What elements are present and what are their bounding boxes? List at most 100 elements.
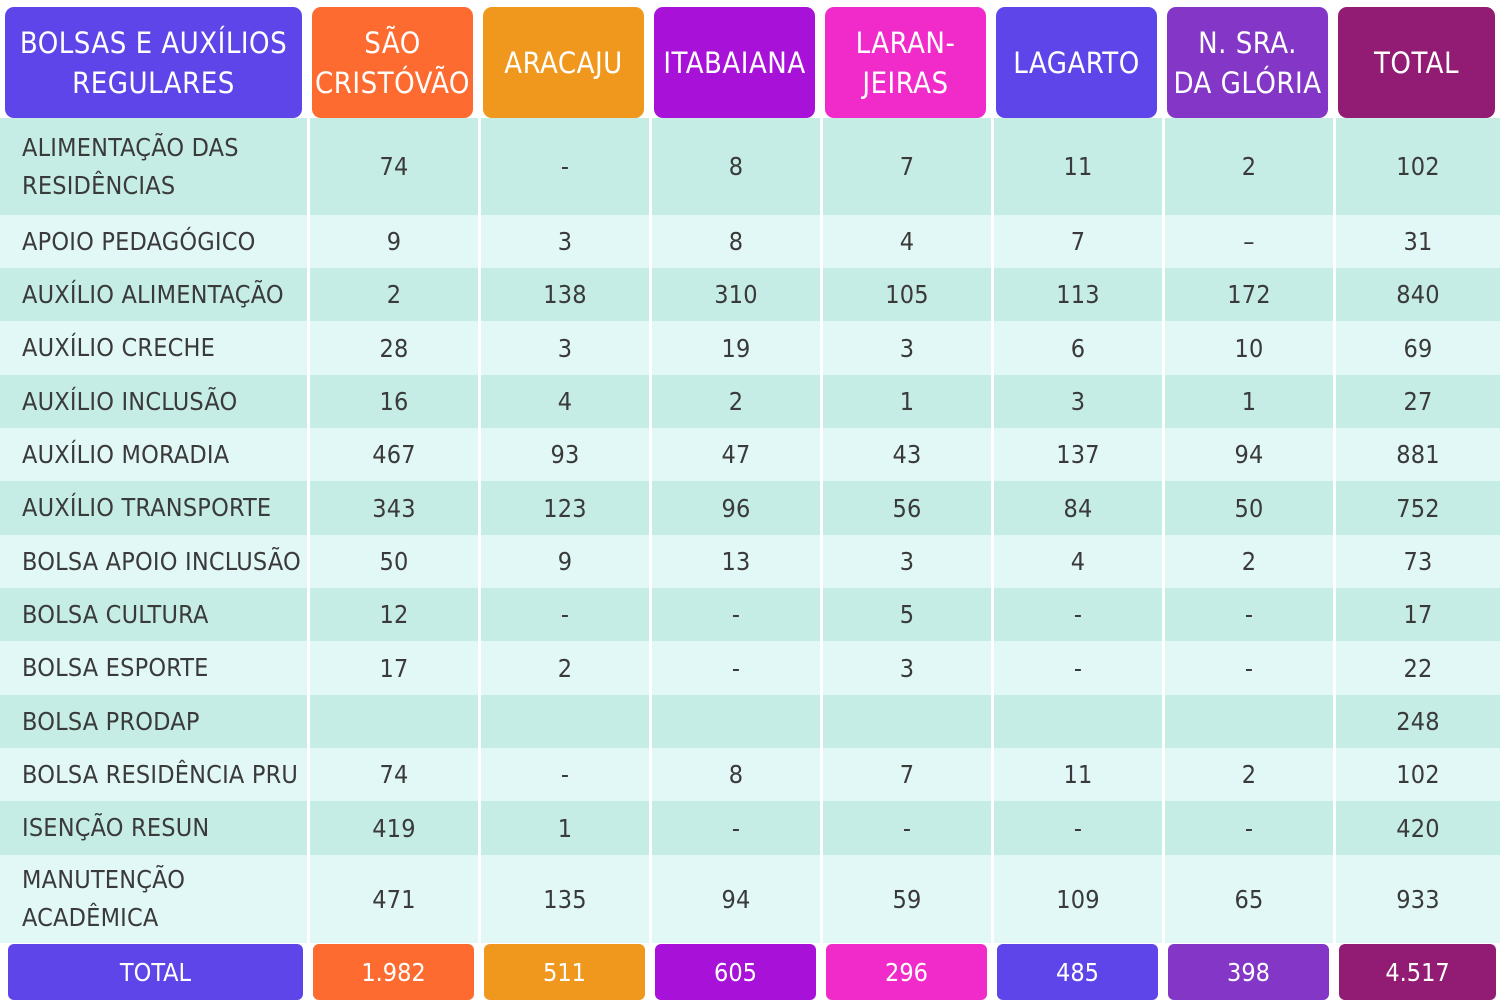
table-cell: 467 (307, 428, 478, 481)
table-cell: 7 (820, 118, 991, 215)
table-cell: 17 (307, 641, 478, 695)
table-cell: 419 (307, 801, 478, 855)
row-label: AUXÍLIO ALIMENTAÇÃO (0, 268, 307, 321)
row-label: BOLSA ESPORTE (0, 641, 307, 695)
header-cell-wrapper: LARAN- JEIRAS (820, 0, 991, 118)
table-cell: 113 (991, 268, 1162, 321)
table-cell: 343 (307, 481, 478, 535)
table-cell: 420 (1333, 801, 1500, 855)
table-cell: 28 (307, 321, 478, 375)
table-cell (307, 695, 478, 748)
table-cell: - (649, 801, 820, 855)
table-cell: - (478, 588, 649, 641)
row-label: BOLSA RESIDÊNCIA PRU (0, 748, 307, 801)
table-cell: 10 (1162, 321, 1333, 375)
header-label: BOLSAS E AUXÍLIOS REGULARES (5, 7, 302, 118)
row-label: AUXÍLIO CRECHE (0, 321, 307, 375)
table-cell: 102 (1333, 118, 1500, 215)
total-cell-wrapper: 398 (1162, 943, 1333, 1000)
table-cell: 4 (478, 375, 649, 428)
table-cell: 752 (1333, 481, 1500, 535)
table-cell: 19 (649, 321, 820, 375)
table-cell: 3 (478, 215, 649, 268)
table-cell: 5 (820, 588, 991, 641)
table-cell: 11 (991, 748, 1162, 801)
total-value: 605 (655, 944, 816, 1000)
table-cell: 4 (991, 535, 1162, 588)
header-cell-wrapper: ITABAIANA (649, 0, 820, 118)
table-cell: 22 (1333, 641, 1500, 695)
table-cell: 96 (649, 481, 820, 535)
table-cell: 11 (991, 118, 1162, 215)
table-cell: 43 (820, 428, 991, 481)
table-cell: 840 (1333, 268, 1500, 321)
table-cell: 6 (991, 321, 1162, 375)
table-cell: 8 (649, 215, 820, 268)
table-cell: 16 (307, 375, 478, 428)
table-cell (478, 695, 649, 748)
row-label: MANUTENÇÃO ACADÊMICA (0, 855, 307, 943)
total-cell-wrapper: 485 (991, 943, 1162, 1000)
table-cell: 3 (820, 535, 991, 588)
row-label: APOIO PEDAGÓGICO (0, 215, 307, 268)
table-cell: - (649, 641, 820, 695)
header-cell-wrapper: TOTAL (1333, 0, 1500, 118)
table-cell: 105 (820, 268, 991, 321)
row-label: AUXÍLIO MORADIA (0, 428, 307, 481)
table-cell: - (991, 588, 1162, 641)
column-header: LAGARTO (996, 7, 1157, 118)
header-cell-wrapper: LAGARTO (991, 0, 1162, 118)
table-cell: 7 (991, 215, 1162, 268)
column-header: LARAN- JEIRAS (825, 7, 986, 118)
table-cell: 1 (1162, 375, 1333, 428)
table-cell: 47 (649, 428, 820, 481)
table-cell: 84 (991, 481, 1162, 535)
row-label: BOLSA CULTURA (0, 588, 307, 641)
table-cell: 13 (649, 535, 820, 588)
total-value: 398 (1168, 944, 1329, 1000)
table-cell: 3 (991, 375, 1162, 428)
table-cell: 65 (1162, 855, 1333, 943)
table-cell: 1 (478, 801, 649, 855)
table-cell: 2 (478, 641, 649, 695)
table-cell: 2 (649, 375, 820, 428)
table-cell: 881 (1333, 428, 1500, 481)
table-cell: 3 (478, 321, 649, 375)
header-cell-wrapper: BOLSAS E AUXÍLIOS REGULARES (0, 0, 307, 118)
column-header: N. SRA. DA GLÓRIA (1167, 7, 1328, 118)
total-value: 296 (826, 944, 987, 1000)
table-cell: - (478, 748, 649, 801)
row-label: ISENÇÃO RESUN (0, 801, 307, 855)
table-cell: – (1162, 215, 1333, 268)
row-label: AUXÍLIO INCLUSÃO (0, 375, 307, 428)
table-cell: 109 (991, 855, 1162, 943)
table-cell: - (991, 801, 1162, 855)
table-cell: - (1162, 588, 1333, 641)
table-cell: 123 (478, 481, 649, 535)
table-cell (1162, 695, 1333, 748)
row-label: ALIMENTAÇÃO DAS RESIDÊNCIAS (0, 118, 307, 215)
total-label: TOTAL (8, 944, 303, 1000)
table-cell: 93 (478, 428, 649, 481)
column-header: TOTAL (1338, 7, 1495, 118)
table-cell: 138 (478, 268, 649, 321)
table-cell: - (1162, 641, 1333, 695)
table-cell: 9 (307, 215, 478, 268)
table-cell: 3 (820, 321, 991, 375)
table-cell: 135 (478, 855, 649, 943)
table-cell: 2 (1162, 535, 1333, 588)
table-cell: 8 (649, 748, 820, 801)
total-value: 1.982 (313, 944, 474, 1000)
table-cell: 137 (991, 428, 1162, 481)
column-header: ITABAIANA (654, 7, 815, 118)
header-cell-wrapper: ARACAJU (478, 0, 649, 118)
table-cell: 94 (1162, 428, 1333, 481)
table-cell: 310 (649, 268, 820, 321)
total-value: 4.517 (1339, 944, 1496, 1000)
table-cell: 102 (1333, 748, 1500, 801)
table-cell: 50 (1162, 481, 1333, 535)
table-cell: 12 (307, 588, 478, 641)
table-cell: 248 (1333, 695, 1500, 748)
table-cell: 74 (307, 118, 478, 215)
table-cell: 933 (1333, 855, 1500, 943)
